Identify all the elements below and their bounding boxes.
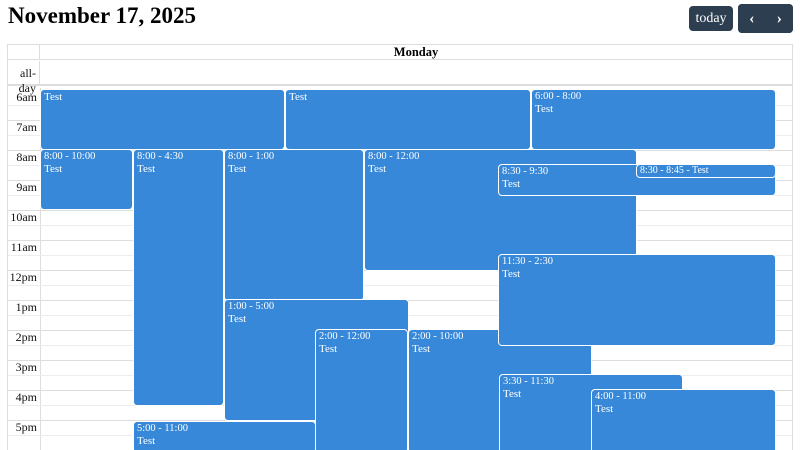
calendar-event[interactable]: 4:00 - 11:00 Test — [592, 390, 775, 450]
calendar-event[interactable]: 8:30 - 9:30 Test — [499, 165, 775, 195]
event-title: Test — [289, 91, 308, 103]
event-title: Test — [503, 388, 522, 400]
event-time: 6:00 - 8:00 — [535, 91, 582, 102]
event-time-title: 8:30 - 8:45 - Test — [640, 165, 709, 176]
calendar-event[interactable]: Test — [41, 90, 284, 149]
time-axis-label: 10am — [10, 210, 37, 224]
event-title: Test — [502, 268, 521, 280]
calendar-event[interactable]: 2:00 - 12:00 Test — [316, 330, 407, 450]
time-axis-label: 3pm — [15, 360, 37, 374]
calendar-event[interactable]: Test — [286, 90, 530, 149]
event-title: Test — [44, 163, 63, 175]
prev-button[interactable]: ‹ — [738, 4, 766, 33]
axis-corner — [8, 45, 40, 60]
all-day-row: all-day — [8, 61, 792, 95]
event-title: Test — [502, 178, 521, 190]
calendar-event[interactable]: 11:30 - 2:30 Test — [499, 255, 775, 345]
event-title: Test — [44, 91, 63, 103]
time-axis-label: 11am — [10, 240, 37, 254]
half-hour-gridline — [8, 285, 792, 286]
event-time: 11:30 - 2:30 — [502, 256, 553, 267]
page-title: November 17, 2025 — [8, 3, 197, 28]
event-title: Test — [535, 103, 554, 115]
calendar-event[interactable]: 8:30 - 8:45 - Test — [637, 165, 775, 177]
time-axis-label: 9am — [16, 180, 37, 194]
event-title: Test — [137, 435, 156, 447]
time-axis-label: 6am — [16, 90, 37, 104]
event-title: Test — [228, 163, 247, 175]
event-time: 2:00 - 10:00 — [412, 331, 464, 342]
prev-next-button-group: ‹ › — [738, 4, 793, 33]
calendar-event[interactable]: 8:00 - 1:00 Test — [225, 150, 363, 300]
time-axis-label: 5pm — [15, 420, 37, 434]
all-day-label: all-day — [8, 61, 40, 95]
event-time: 4:00 - 11:00 — [595, 391, 646, 402]
event-time: 1:00 - 5:00 — [228, 301, 275, 312]
event-title: Test — [137, 163, 156, 175]
toolbar: November 17, 2025 today ‹ › — [0, 0, 800, 44]
next-button[interactable]: › — [765, 4, 793, 33]
today-button[interactable]: today — [689, 6, 733, 31]
calendar-event[interactable]: 5:00 - 11:00 Test — [134, 422, 315, 450]
event-time: 8:00 - 1:00 — [228, 151, 275, 162]
all-day-slot[interactable] — [40, 61, 792, 84]
time-axis-label: 2pm — [15, 330, 37, 344]
event-time: 8:00 - 10:00 — [44, 151, 96, 162]
event-title: Test — [595, 403, 614, 415]
event-title: Test — [368, 163, 387, 175]
day-header-row: Monday — [8, 45, 792, 60]
calendar-event[interactable]: 8:00 - 10:00 Test — [41, 150, 132, 209]
day-column-header: Monday — [393, 45, 439, 59]
event-time: 8:00 - 4:30 — [137, 151, 184, 162]
calendar-event[interactable]: 8:00 - 4:30 Test — [134, 150, 223, 405]
event-title: Test — [228, 313, 247, 325]
event-time: 8:30 - 9:30 — [502, 166, 549, 177]
hour-gridline — [8, 270, 792, 271]
time-axis-label: 7am — [16, 120, 37, 134]
event-time: 3:30 - 11:30 — [503, 376, 554, 387]
time-grid[interactable]: 6am 7am 8am 9am 10am 11am 12pm 1pm 2pm 3pm 4pm 5pm T… — [8, 88, 792, 450]
calendar-event[interactable]: 6:00 - 8:00 Test — [532, 90, 775, 149]
event-time: 2:00 - 12:00 — [319, 331, 371, 342]
chevron-right-icon: › — [776, 10, 782, 27]
axis-separator — [40, 88, 41, 450]
event-title: Test — [412, 343, 431, 355]
event-time: 5:00 - 11:00 — [137, 423, 188, 434]
time-axis-label: 1pm — [15, 300, 37, 314]
day-view-calendar: Monday all-day 6am 7am 8am 9am 10am 11am 12pm 1… — [7, 44, 793, 450]
time-axis-label: 12pm — [9, 270, 37, 284]
event-title: Test — [319, 343, 338, 355]
chevron-left-icon: ‹ — [749, 10, 755, 27]
time-axis-label: 8am — [16, 150, 37, 164]
time-axis-label: 4pm — [15, 390, 37, 404]
event-time: 8:00 - 12:00 — [368, 151, 420, 162]
